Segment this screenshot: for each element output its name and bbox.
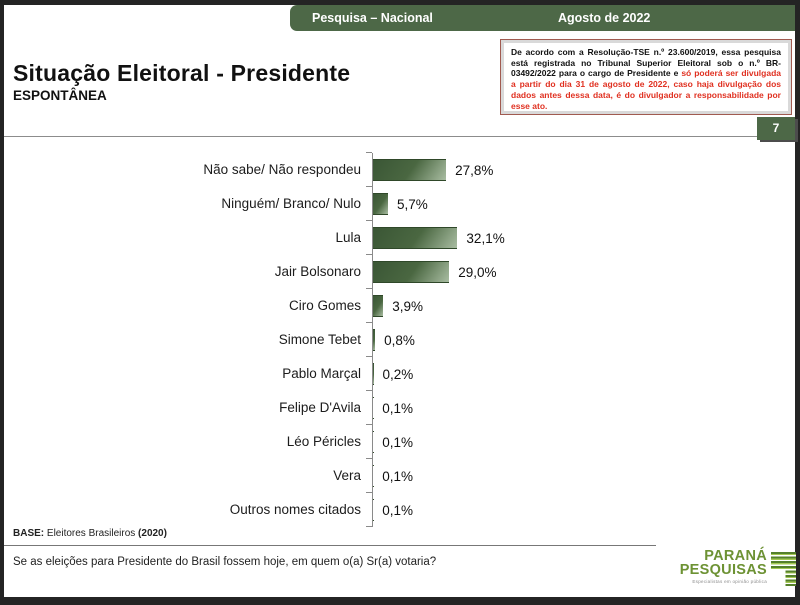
value-label: 0,1% <box>382 502 414 518</box>
disclaimer-text-black: De acordo com a Resolução-TSE n.º 23.600… <box>511 47 781 79</box>
category-label: Ninguém/ Branco/ Nulo <box>221 196 361 211</box>
chart-row: Jair Bolsonaro 29,0% <box>4 254 784 289</box>
bar-area: 0,2% <box>366 356 784 391</box>
divider-line-top <box>4 136 795 137</box>
chart-row: Outros nomes citados 0,1% <box>4 492 784 527</box>
header-survey-type: Pesquisa – Nacional <box>312 11 433 25</box>
bar-area: 0,1% <box>366 458 784 493</box>
value-label: 32,1% <box>466 230 505 246</box>
logo-text: PARANÁ PESQUISAS Especialistas em opiniã… <box>679 548 767 584</box>
base-text: Eleitores Brasileiros <box>44 528 139 539</box>
chart-row: Simone Tebet 0,8% <box>4 322 784 357</box>
bar-chart: Não sabe/ Não respondeu 27,8% Ninguém/ Bra… <box>4 152 784 527</box>
tse-disclaimer-box: De acordo com a Resolução-TSE n.º 23.600… <box>500 39 792 115</box>
value-label: 0,1% <box>382 400 414 416</box>
category-label: Vera <box>333 468 361 483</box>
page-subtitle: ESPONTÂNEA <box>13 88 107 103</box>
bar-area: 3,9% <box>366 288 784 323</box>
value-label: 27,8% <box>455 162 494 178</box>
chart-row: Léo Péricles 0,1% <box>4 424 784 459</box>
bar-area: 32,1% <box>366 220 784 255</box>
value-label: 3,9% <box>392 298 424 314</box>
base-note: BASE: Eleitores Brasileiros (2020) <box>13 528 167 539</box>
bar <box>373 193 388 215</box>
category-label: Pablo Marçal <box>282 366 361 381</box>
value-label: 0,1% <box>382 434 414 450</box>
logo-tagline: Especialistas em opinião pública <box>692 578 767 584</box>
chart-row: Ciro Gomes 3,9% <box>4 288 784 323</box>
value-label: 0,2% <box>382 366 414 382</box>
parana-pesquisas-logo: PARANÁ PESQUISAS Especialistas em opiniã… <box>676 548 796 586</box>
value-label: 29,0% <box>458 264 497 280</box>
bar <box>373 227 458 249</box>
chart-row: Não sabe/ Não respondeu 27,8% <box>4 152 784 187</box>
page-number-badge: 7 <box>757 117 795 140</box>
value-label: 5,7% <box>396 196 428 212</box>
category-label: Ciro Gomes <box>288 298 361 313</box>
bar-area: 0,8% <box>366 322 784 357</box>
chart-row: Vera 0,1% <box>4 458 784 493</box>
category-label: Não sabe/ Não respondeu <box>203 162 361 177</box>
category-label: Léo Péricles <box>286 434 361 449</box>
bar-area: 5,7% <box>366 186 784 221</box>
logo-p-icon <box>771 552 796 586</box>
chart-row: Pablo Marçal 0,2% <box>4 356 784 391</box>
bar-area: 29,0% <box>366 254 784 289</box>
category-label: Lula <box>335 230 361 245</box>
value-label: 0,8% <box>384 332 415 348</box>
category-label: Outros nomes citados <box>229 502 361 517</box>
survey-question: Se as eleições para Presidente do Brasil… <box>13 556 437 568</box>
category-label: Jair Bolsonaro <box>274 264 361 279</box>
disclaimer-text-red: só poderá ser divulgada a partir do dia … <box>511 68 782 111</box>
bar-area: 0,1% <box>366 492 784 527</box>
header-date: Agosto de 2022 <box>558 11 651 25</box>
bar <box>373 159 447 181</box>
bar-area: 0,1% <box>366 390 784 425</box>
title-block: Situação Eleitoral - Presidente ESPONTÂN… <box>13 60 350 103</box>
category-label: Felipe D'Avila <box>279 400 361 415</box>
chart-row: Felipe D'Avila 0,1% <box>4 390 784 425</box>
header-bar: Pesquisa – Nacional Agosto de 2022 <box>290 5 795 31</box>
divider-line-bottom <box>4 545 656 546</box>
bar-area: 27,8% <box>366 152 784 187</box>
bar <box>373 295 384 317</box>
value-label: 0,1% <box>382 468 414 484</box>
bar-area: 0,1% <box>366 424 784 459</box>
bar <box>373 261 450 283</box>
base-label: BASE: <box>13 528 45 539</box>
bar <box>373 363 374 385</box>
logo-line2: PESQUISAS <box>679 561 767 578</box>
category-label: Simone Tebet <box>278 332 361 347</box>
bar <box>373 329 376 351</box>
chart-row: Lula 32,1% <box>4 220 784 255</box>
page-title: Situação Eleitoral - Presidente <box>13 60 351 86</box>
base-year: (2020) <box>138 528 167 539</box>
logo-line1: PARANÁ <box>704 548 767 564</box>
chart-row: Ninguém/ Branco/ Nulo 5,7% <box>4 186 784 221</box>
